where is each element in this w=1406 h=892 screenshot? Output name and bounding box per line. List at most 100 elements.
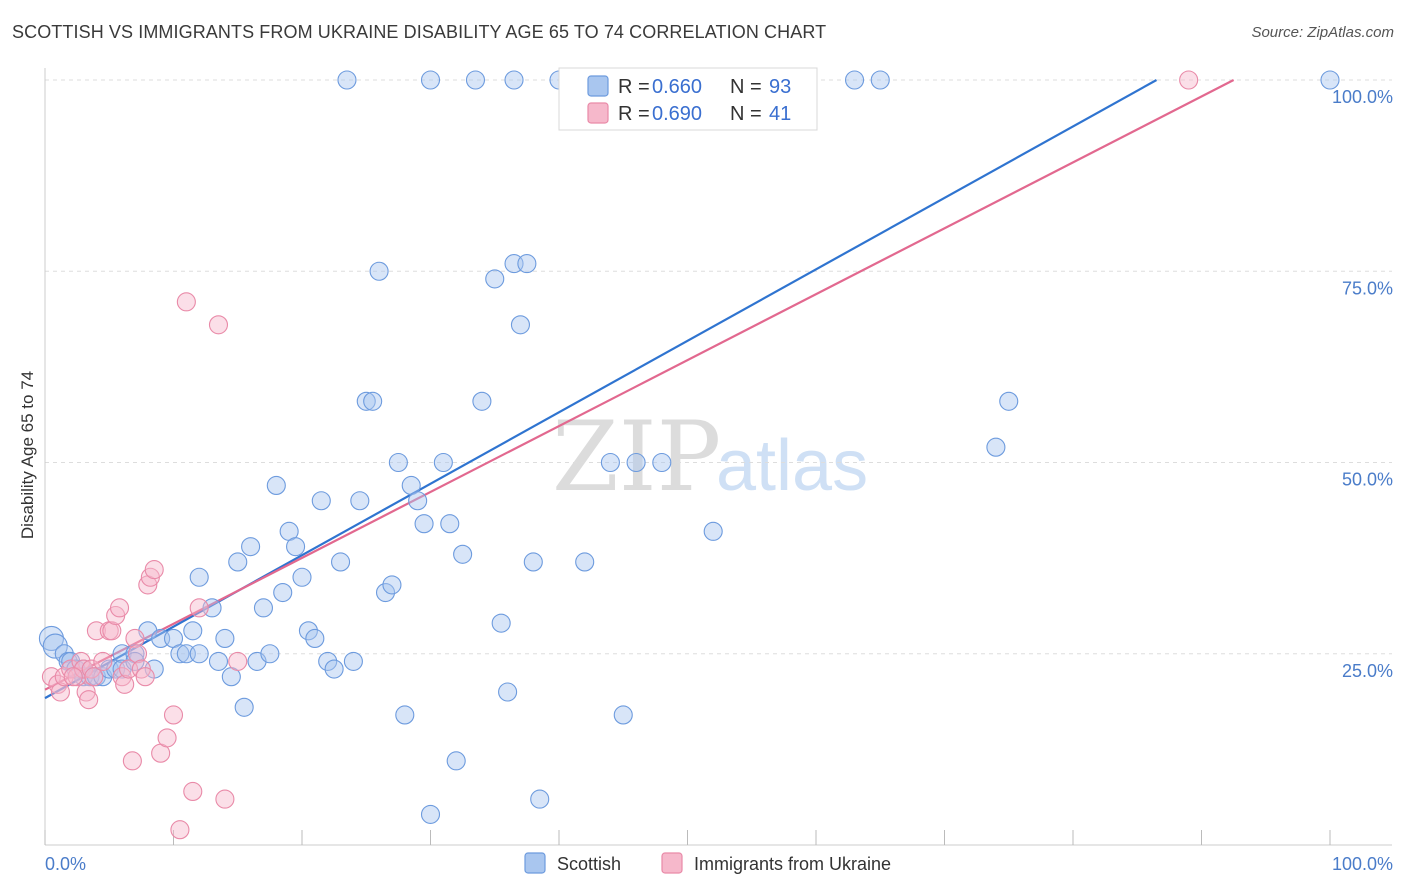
legend-n-value-ukraine: 41	[769, 103, 791, 125]
point-series0-37	[292, 567, 312, 587]
point-series1-10	[81, 659, 101, 679]
point-series0-75	[613, 705, 633, 725]
point-series0-67	[510, 315, 531, 335]
trend-line-1	[44, 79, 1235, 691]
point-series0-85	[1320, 70, 1340, 90]
y-axis-label: Disability Age 65 to 74	[18, 371, 37, 539]
point-series0-55	[414, 514, 434, 534]
point-series0-51	[388, 452, 408, 473]
point-series0-21	[189, 567, 209, 587]
bottom-legend-swatch-scottish	[524, 852, 546, 874]
point-series1-38	[228, 651, 248, 671]
point-series1-32	[170, 820, 190, 840]
point-series0-69	[523, 552, 543, 572]
point-series1-25	[135, 667, 155, 687]
series-legend: Scottish Immigrants from Ukraine	[524, 852, 891, 874]
legend-swatch-ukraine	[587, 102, 609, 124]
point-series1-33	[176, 292, 196, 312]
point-series0-38	[298, 621, 318, 641]
point-series0-54	[408, 491, 428, 511]
point-series0-34	[273, 582, 293, 603]
point-series0-22	[189, 644, 209, 664]
point-series0-39	[305, 628, 325, 649]
y-tick-label-3: 100.0%	[1332, 87, 1393, 107]
bottom-legend-label-scottish: Scottish	[557, 854, 621, 874]
point-series0-36	[286, 537, 306, 557]
point-series1-2	[50, 682, 70, 702]
point-series0-84	[999, 391, 1019, 411]
point-series0-80	[703, 521, 723, 541]
point-series0-43	[330, 552, 351, 572]
point-series1-11	[84, 667, 104, 687]
point-series1-8	[76, 682, 96, 702]
bottom-legend-label-ukraine: Immigrants from Ukraine	[694, 854, 891, 874]
point-series0-63	[485, 269, 505, 289]
point-series0-70	[530, 789, 550, 809]
point-series1-28	[144, 560, 164, 580]
point-series1-40	[63, 667, 83, 687]
legend-n-label-ukraine: N =	[730, 103, 762, 125]
point-series1-15	[102, 621, 122, 641]
stats-legend: R = 0.660 N = 93 R = 0.690 N = 41	[558, 67, 818, 131]
point-series0-65	[498, 682, 518, 702]
y-tick-label-2: 75.0%	[1342, 278, 1393, 298]
point-series0-74	[600, 452, 620, 473]
point-series0-25	[215, 628, 235, 649]
point-series0-31	[253, 598, 274, 618]
point-series1-9	[79, 690, 99, 710]
tick-labels: 25.0% 50.0% 75.0% 100.0% 0.0% 100.0%	[45, 87, 1393, 874]
point-series0-45	[350, 491, 370, 511]
point-series0-68	[517, 254, 537, 274]
point-series1-36	[208, 315, 229, 335]
point-series0-46	[356, 391, 376, 411]
point-series1-37	[215, 789, 235, 809]
watermark-zip: ZIP	[552, 401, 721, 513]
point-series0-62	[472, 391, 492, 411]
point-series0-40	[311, 491, 331, 511]
point-series0-86	[337, 70, 357, 90]
point-series0-41	[318, 651, 338, 671]
y-tick-label-1: 50.0%	[1342, 470, 1393, 490]
point-series0-42	[324, 659, 344, 679]
point-series0-47	[363, 391, 383, 411]
point-series0-87	[420, 70, 441, 90]
legend-n-label-scottish: N =	[730, 76, 762, 98]
point-series0-24	[208, 651, 229, 671]
point-series0-58	[440, 514, 460, 534]
x-tick-label-1: 100.0%	[1332, 854, 1393, 874]
point-series0-1	[42, 633, 68, 659]
point-series0-83	[986, 437, 1006, 457]
axes	[44, 68, 1392, 846]
point-series1-30	[157, 728, 177, 748]
point-series0-59	[446, 751, 466, 771]
point-series0-32	[260, 644, 280, 664]
legend-r-label-ukraine: R =	[618, 103, 650, 125]
point-series1-35	[189, 598, 209, 618]
source-label: Source: ZipAtlas.com	[1251, 24, 1394, 41]
point-series0-29	[241, 537, 261, 557]
point-series0-20	[183, 621, 203, 641]
watermark-atlas: atlas	[716, 426, 868, 506]
point-series0-72	[575, 552, 595, 572]
point-series0-18	[170, 644, 190, 664]
legend-r-label-scottish: R =	[618, 76, 650, 98]
point-series1-1	[48, 674, 68, 694]
x-tick-label-0: 0.0%	[45, 854, 86, 874]
point-series1-34	[183, 781, 203, 802]
point-series1-19	[115, 674, 135, 694]
point-series0-33	[266, 475, 286, 496]
point-series0-60	[453, 544, 473, 564]
point-series0-27	[228, 552, 248, 572]
point-series0-50	[382, 575, 402, 595]
point-series1-21	[122, 751, 142, 771]
legend-r-value-scottish: 0.660	[652, 76, 702, 98]
point-series1-22	[125, 628, 145, 649]
point-series0-49	[375, 582, 396, 603]
point-series0-81	[844, 70, 865, 90]
point-series1-17	[109, 598, 130, 618]
data-points	[38, 70, 1340, 840]
bottom-legend-swatch-ukraine	[661, 852, 683, 874]
legend-r-value-ukraine: 0.690	[652, 103, 702, 125]
legend-swatch-scottish	[587, 75, 609, 97]
point-series0-78	[652, 452, 672, 473]
